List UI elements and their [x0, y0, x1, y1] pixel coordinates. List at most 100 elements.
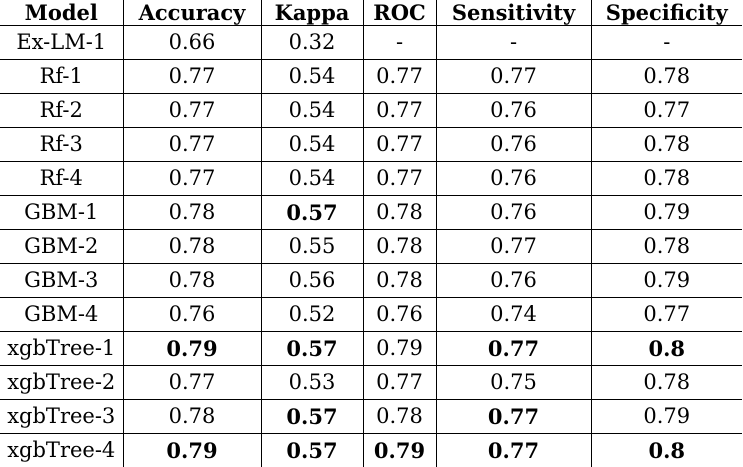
- cell-model: Rf-4: [0, 161, 124, 196]
- cell-kappa: 0.57: [260, 399, 364, 434]
- cell-model: Rf-1: [0, 59, 124, 94]
- table-row: GBM-3 0.78 0.56 0.78 0.76 0.79: [0, 263, 742, 298]
- cell-specificity: 0.79: [590, 195, 742, 230]
- cell-sensitivity: -: [435, 25, 592, 60]
- cell-kappa: 0.54: [260, 93, 364, 128]
- cell-model: Ex-LM-1: [0, 25, 124, 60]
- cell-specificity: 0.78: [590, 229, 742, 264]
- table-row: xgbTree-3 0.78 0.57 0.78 0.77 0.79: [0, 399, 742, 434]
- cell-accuracy: 0.76: [122, 297, 262, 332]
- cell-kappa: 0.32: [260, 25, 364, 60]
- cell-sensitivity: 0.76: [435, 93, 592, 128]
- cell-roc: 0.79: [362, 331, 437, 366]
- cell-roc: 0.79: [362, 433, 437, 467]
- cell-sensitivity: 0.76: [435, 195, 592, 230]
- cell-roc: 0.76: [362, 297, 437, 332]
- cell-model: xgbTree-3: [0, 399, 124, 434]
- cell-specificity: 0.8: [590, 433, 742, 467]
- header-accuracy: Accuracy: [122, 0, 262, 26]
- cell-model: Rf-3: [0, 127, 124, 162]
- cell-accuracy: 0.77: [122, 93, 262, 128]
- cell-kappa: 0.57: [260, 331, 364, 366]
- table-row: GBM-1 0.78 0.57 0.78 0.76 0.79: [0, 195, 742, 230]
- cell-kappa: 0.57: [260, 195, 364, 230]
- cell-accuracy: 0.79: [122, 331, 262, 366]
- table-row: Rf-2 0.77 0.54 0.77 0.76 0.77: [0, 93, 742, 128]
- cell-model: xgbTree-1: [0, 331, 124, 366]
- cell-accuracy: 0.78: [122, 263, 262, 298]
- table-row: GBM-4 0.76 0.52 0.76 0.74 0.77: [0, 297, 742, 332]
- cell-sensitivity: 0.77: [435, 331, 592, 366]
- cell-specificity: -: [590, 25, 742, 60]
- cell-roc: 0.77: [362, 93, 437, 128]
- cell-roc: 0.78: [362, 229, 437, 264]
- header-specificity: Specificity: [590, 0, 742, 26]
- cell-sensitivity: 0.75: [435, 365, 592, 400]
- table-row: Rf-1 0.77 0.54 0.77 0.77 0.78: [0, 59, 742, 94]
- cell-specificity: 0.78: [590, 161, 742, 196]
- cell-roc: 0.77: [362, 365, 437, 400]
- table-row: xgbTree-1 0.79 0.57 0.79 0.77 0.8: [0, 331, 742, 366]
- header-sensitivity: Sensitivity: [435, 0, 592, 26]
- cell-specificity: 0.78: [590, 59, 742, 94]
- cell-specificity: 0.8: [590, 331, 742, 366]
- table-row: Rf-4 0.77 0.54 0.77 0.76 0.78: [0, 161, 742, 196]
- cell-sensitivity: 0.76: [435, 127, 592, 162]
- cell-sensitivity: 0.77: [435, 433, 592, 467]
- cell-accuracy: 0.66: [122, 25, 262, 60]
- cell-model: GBM-4: [0, 297, 124, 332]
- cell-roc: 0.78: [362, 399, 437, 434]
- cell-sensitivity: 0.76: [435, 161, 592, 196]
- cell-accuracy: 0.79: [122, 433, 262, 467]
- cell-model: GBM-1: [0, 195, 124, 230]
- cell-sensitivity: 0.77: [435, 59, 592, 94]
- cell-kappa: 0.53: [260, 365, 364, 400]
- cell-sensitivity: 0.74: [435, 297, 592, 332]
- header-roc: ROC: [362, 0, 437, 26]
- cell-model: Rf-2: [0, 93, 124, 128]
- cell-specificity: 0.78: [590, 365, 742, 400]
- cell-model: GBM-2: [0, 229, 124, 264]
- cell-kappa: 0.54: [260, 161, 364, 196]
- cell-roc: 0.78: [362, 195, 437, 230]
- cell-roc: 0.77: [362, 59, 437, 94]
- cell-roc: 0.77: [362, 161, 437, 196]
- cell-kappa: 0.52: [260, 297, 364, 332]
- cell-specificity: 0.79: [590, 399, 742, 434]
- cell-sensitivity: 0.76: [435, 263, 592, 298]
- table-row: Rf-3 0.77 0.54 0.77 0.76 0.78: [0, 127, 742, 162]
- table-row: GBM-2 0.78 0.55 0.78 0.77 0.78: [0, 229, 742, 264]
- cell-roc: -: [362, 25, 437, 60]
- cell-model: GBM-3: [0, 263, 124, 298]
- cell-model: xgbTree-4: [0, 433, 124, 467]
- cell-roc: 0.78: [362, 263, 437, 298]
- header-kappa: Kappa: [260, 0, 364, 26]
- header-model: Model: [0, 0, 124, 26]
- header-row: Model Accuracy Kappa ROC Sensitivity Spe…: [0, 0, 742, 26]
- cell-kappa: 0.54: [260, 59, 364, 94]
- cell-accuracy: 0.78: [122, 399, 262, 434]
- table-row: Ex-LM-1 0.66 0.32- - -: [0, 25, 742, 60]
- table-row: xgbTree-4 0.79 0.57 0.79 0.77 0.8: [0, 433, 742, 467]
- cell-kappa: 0.55: [260, 229, 364, 264]
- cell-specificity: 0.77: [590, 93, 742, 128]
- cell-kappa: 0.57: [260, 433, 364, 467]
- cell-kappa: 0.54: [260, 127, 364, 162]
- cell-kappa: 0.56: [260, 263, 364, 298]
- cell-accuracy: 0.77: [122, 365, 262, 400]
- table-body: Ex-LM-1 0.66 0.32- - - Rf-1 0.77 0.54 0.77 0.77 0.…: [0, 25, 742, 467]
- cell-sensitivity: 0.77: [435, 399, 592, 434]
- cell-model: xgbTree-2: [0, 365, 124, 400]
- cell-specificity: 0.79: [590, 263, 742, 298]
- table-row: xgbTree-2 0.77 0.53 0.77 0.75 0.78: [0, 365, 742, 400]
- cell-accuracy: 0.78: [122, 195, 262, 230]
- cell-specificity: 0.78: [590, 127, 742, 162]
- cell-accuracy: 0.77: [122, 127, 262, 162]
- cell-accuracy: 0.77: [122, 59, 262, 94]
- cell-specificity: 0.77: [590, 297, 742, 332]
- cell-accuracy: 0.78: [122, 229, 262, 264]
- cell-sensitivity: 0.77: [435, 229, 592, 264]
- cell-accuracy: 0.77: [122, 161, 262, 196]
- cell-roc: 0.77: [362, 127, 437, 162]
